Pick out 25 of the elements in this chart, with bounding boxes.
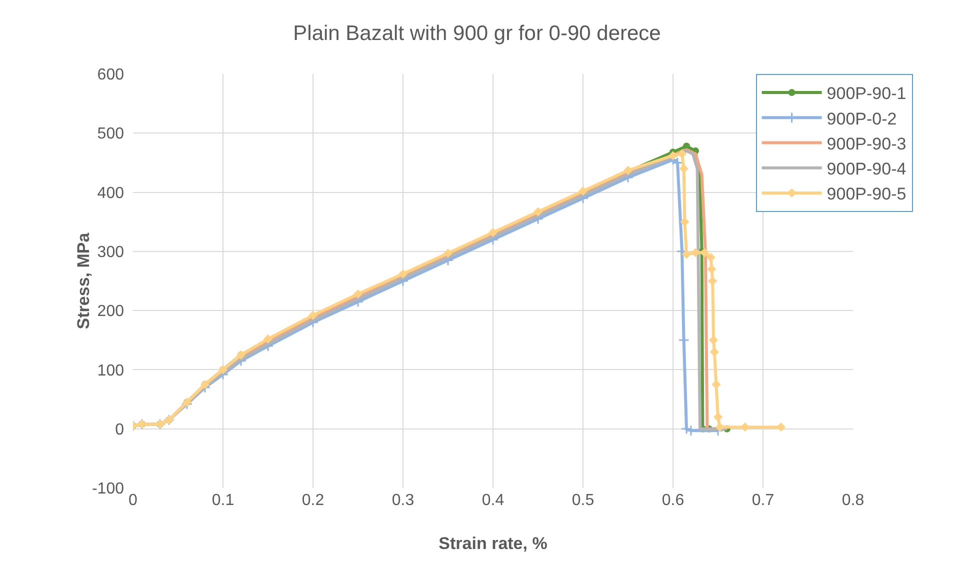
x-axis-title: Strain rate, %	[438, 534, 548, 553]
legend-label: 900P-0-2	[826, 109, 897, 128]
x-tick-label: 0	[128, 492, 138, 509]
x-tick-label: 0.4	[482, 492, 504, 509]
legend-label: 900P-90-1	[826, 84, 906, 104]
x-tick-label: 0.3	[392, 492, 414, 509]
y-tick-label: -100	[92, 480, 124, 498]
y-tick-label: 0	[115, 421, 124, 438]
y-tick-label: 600	[97, 66, 124, 84]
y-tick-label: 300	[97, 244, 124, 262]
legend-label: 900P-90-3	[826, 134, 906, 154]
legend-label: 900P-90-4	[826, 159, 906, 178]
legend-label: 900P-90-5	[826, 184, 906, 204]
x-tick-label: 0.5	[572, 492, 594, 509]
x-tick-label: 0.2	[302, 492, 324, 509]
chart-title: Plain Bazalt with 900 gr for 0-90 derece	[293, 22, 661, 46]
y-tick-label: 200	[97, 303, 124, 320]
y-axis-title: Stress, MPa	[74, 232, 93, 330]
x-tick-label: 0.8	[842, 492, 864, 509]
y-tick-label: 400	[97, 184, 124, 202]
x-tick-label: 0.7	[752, 492, 774, 509]
x-tick-label: 0.1	[212, 492, 234, 509]
y-tick-label: 500	[97, 126, 124, 143]
y-tick-label: 100	[97, 362, 124, 380]
x-tick-label: 0.6	[662, 492, 684, 509]
